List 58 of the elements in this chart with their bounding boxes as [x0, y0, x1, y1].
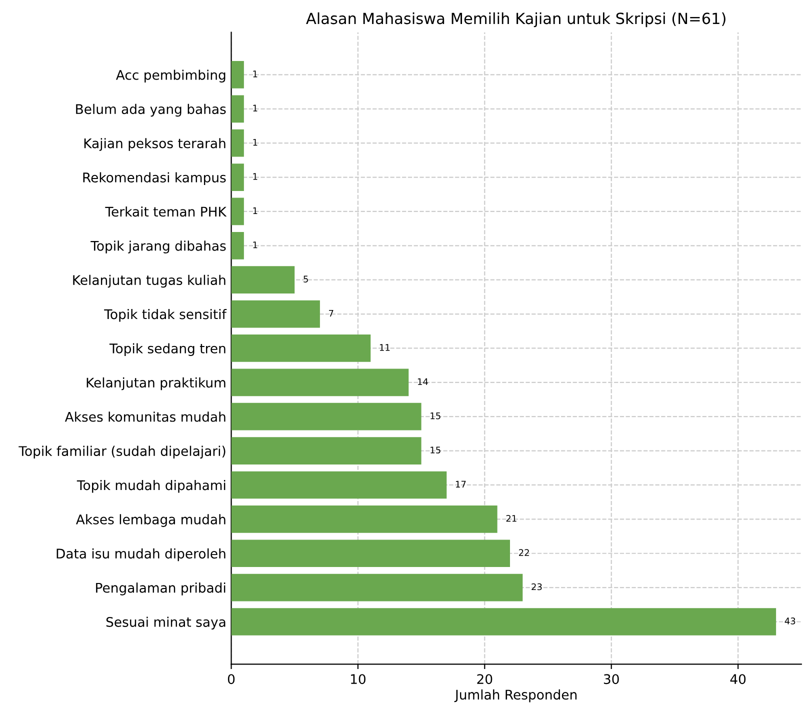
- bar: [231, 540, 510, 568]
- y-tick-label: Kelanjutan praktikum: [86, 377, 226, 390]
- data-label: 23: [532, 583, 542, 590]
- y-tick-label: Kajian peksos terarah: [84, 138, 226, 151]
- data-label: 1: [253, 138, 258, 146]
- data-label: 7: [329, 310, 334, 317]
- bar: [231, 574, 523, 602]
- bar: [231, 471, 447, 499]
- x-tick-label: 30: [604, 674, 619, 684]
- data-label: 5: [304, 276, 308, 282]
- y-tick-label: Data isu mudah diperoleh: [56, 548, 226, 562]
- y-tick-label: Topik mudah dipahami: [76, 480, 226, 493]
- y-tick-label: Topik sedang tren: [109, 343, 226, 356]
- chart-title: Alasan Mahasiswa Memilih Kajian untuk Skripsi (N=61): [306, 12, 726, 28]
- x-tick-label: 0: [228, 674, 235, 684]
- y-tick-label: Akses lembaga mudah: [76, 514, 226, 527]
- data-label: 11: [380, 344, 390, 351]
- y-tick-label: Acc pembimbing: [116, 70, 226, 82]
- y-tick-label: Topik jarang dibahas: [90, 240, 226, 254]
- y-tick-label: Kelanjutan tugas kuliah: [73, 274, 226, 288]
- data-label: 1: [253, 242, 258, 248]
- bar: [231, 368, 409, 396]
- data-label: 21: [506, 514, 516, 522]
- data-label: 22: [518, 549, 529, 556]
- data-label: 1: [253, 207, 258, 214]
- x-axis-title: Jumlah Responden: [454, 689, 577, 702]
- x-tick-label: 20: [477, 674, 492, 684]
- bar: [231, 266, 295, 294]
- y-tick-label: Belum ada yang bahas: [76, 104, 226, 117]
- bar: [231, 300, 320, 328]
- y-tick-label: Topik tidak sensitif: [104, 309, 227, 322]
- data-label: 14: [418, 378, 428, 385]
- y-tick-label: Terkait teman PHK: [105, 206, 227, 217]
- data-label: 17: [456, 480, 466, 488]
- bar: [231, 402, 422, 430]
- y-tick-label: Akses komunitas mudah: [64, 412, 226, 422]
- bar: [231, 198, 244, 226]
- y-tick-label: Sesuai minat saya: [106, 616, 226, 630]
- bar: [231, 232, 244, 260]
- bar: [231, 506, 498, 533]
- data-label: 1: [253, 70, 258, 78]
- data-label: 1: [253, 104, 258, 112]
- data-label: 43: [784, 618, 796, 624]
- bar: [231, 95, 244, 123]
- y-tick-label: Pengalaman pribadi: [96, 582, 226, 596]
- bar: [231, 61, 244, 88]
- y-tick-label: Rekomendasi kampus: [83, 172, 226, 186]
- bar: [231, 129, 244, 157]
- bar: [231, 164, 244, 191]
- x-tick-label: 40: [730, 674, 746, 684]
- x-tick-label: 10: [351, 674, 366, 684]
- y-tick-label: Topik familiar (sudah dipelajari): [18, 446, 226, 459]
- bar: [231, 334, 371, 362]
- bar: [231, 437, 422, 464]
- data-label: 15: [430, 412, 440, 420]
- bar: [231, 608, 776, 636]
- data-label: 15: [430, 446, 440, 454]
- data-label: 1: [253, 173, 258, 180]
